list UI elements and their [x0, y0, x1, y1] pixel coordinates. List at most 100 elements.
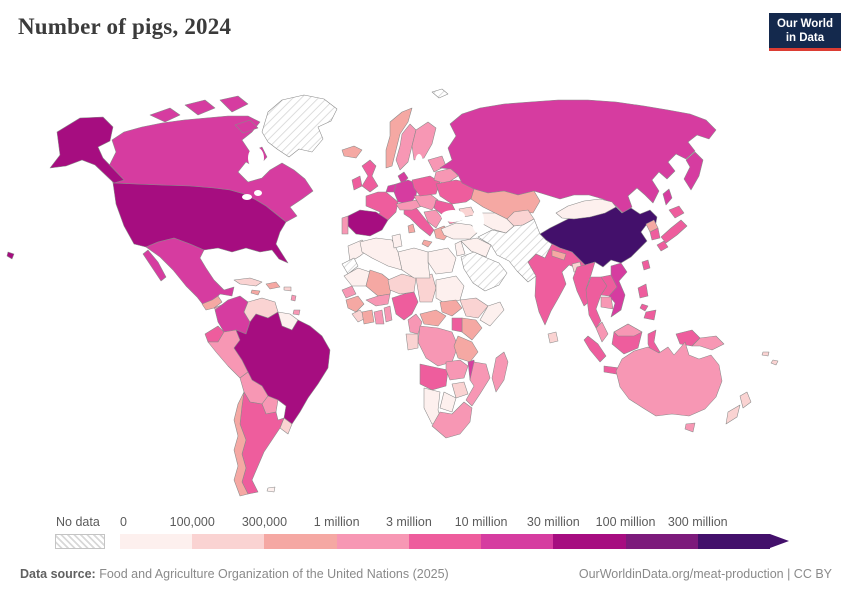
- country-central-african-republic[interactable]: [419, 309, 447, 327]
- legend-bin-b1[interactable]: [120, 534, 193, 549]
- country-nigeria[interactable]: [391, 291, 419, 321]
- country-brazil[interactable]: [233, 311, 331, 425]
- country-tunisia[interactable]: [391, 233, 403, 249]
- country-japan-honshu[interactable]: [660, 219, 688, 244]
- owid-logo[interactable]: Our World in Data: [768, 13, 841, 51]
- country-nepal[interactable]: [551, 249, 567, 261]
- country-canada-arctic-2[interactable]: [184, 99, 216, 116]
- country-congo-gabon[interactable]: [405, 333, 419, 351]
- country-egypt[interactable]: [427, 247, 457, 275]
- country-usa-alaska[interactable]: [49, 116, 125, 184]
- country-usa-hawaii[interactable]: [6, 251, 15, 260]
- country-guatemala[interactable]: [201, 295, 223, 311]
- country-ivory-coast[interactable]: [361, 309, 375, 325]
- country-pacific-island-1[interactable]: [761, 351, 770, 357]
- country-israel-jordan[interactable]: [454, 240, 466, 257]
- country-drc[interactable]: [417, 325, 459, 367]
- country-vietnam[interactable]: [608, 262, 628, 318]
- country-germany[interactable]: [393, 179, 419, 205]
- country-balkans[interactable]: [423, 209, 443, 229]
- country-greenland[interactable]: [261, 94, 338, 158]
- country-benelux[interactable]: [385, 183, 397, 193]
- country-sudan[interactable]: [435, 275, 465, 305]
- country-malaysia-peninsula[interactable]: [595, 321, 609, 343]
- country-botswana[interactable]: [439, 391, 457, 413]
- country-baltics[interactable]: [427, 155, 447, 173]
- country-puerto-rico[interactable]: [283, 286, 292, 292]
- country-sweden[interactable]: [395, 123, 417, 171]
- country-burkina-faso[interactable]: [365, 293, 391, 307]
- country-south-africa[interactable]: [431, 401, 473, 439]
- country-iceland[interactable]: [341, 145, 363, 159]
- country-hispaniola[interactable]: [265, 281, 281, 290]
- country-philippines-visayas[interactable]: [639, 303, 649, 312]
- world-choropleth-map[interactable]: [0, 58, 850, 504]
- country-pacific-island-2[interactable]: [770, 359, 779, 366]
- country-poland[interactable]: [411, 175, 441, 197]
- legend-bin-b8[interactable]: [625, 534, 698, 549]
- footer-link[interactable]: OurWorldinData.org/meat-production | CC …: [578, 567, 832, 581]
- legend-bin-b3[interactable]: [264, 534, 337, 549]
- legend-no-data-swatch[interactable]: [55, 534, 105, 549]
- country-chad[interactable]: [415, 273, 437, 303]
- country-japan-kyushu[interactable]: [656, 240, 669, 252]
- country-indonesia-sulawesi[interactable]: [647, 329, 661, 355]
- country-uk[interactable]: [361, 159, 379, 193]
- country-new-zealand-south[interactable]: [725, 404, 741, 425]
- country-senegal[interactable]: [341, 285, 357, 299]
- country-jamaica[interactable]: [250, 289, 261, 296]
- country-norway[interactable]: [385, 107, 413, 169]
- legend-bin-b6[interactable]: [481, 534, 554, 549]
- country-australia[interactable]: [615, 341, 723, 417]
- country-togo-benin[interactable]: [383, 305, 393, 323]
- country-mexico-baja[interactable]: [142, 249, 167, 282]
- country-cambodia[interactable]: [600, 296, 614, 310]
- legend-bin-b2[interactable]: [192, 534, 265, 549]
- country-papua-new-guinea[interactable]: [691, 335, 725, 351]
- country-falkland[interactable]: [266, 486, 276, 493]
- country-ethiopia[interactable]: [459, 297, 489, 319]
- country-sardinia[interactable]: [407, 223, 416, 234]
- country-south-sudan[interactable]: [439, 299, 463, 317]
- country-kenya[interactable]: [461, 317, 483, 341]
- legend-bar[interactable]: [120, 534, 789, 549]
- country-zimbabwe[interactable]: [451, 381, 469, 399]
- country-indonesia-sumatra[interactable]: [583, 335, 607, 363]
- country-philippines-mindanao[interactable]: [643, 309, 657, 321]
- country-switzerland-austria[interactable]: [395, 199, 423, 211]
- country-canada-arctic-1[interactable]: [149, 107, 181, 123]
- country-mozambique[interactable]: [465, 361, 491, 407]
- country-svalbard[interactable]: [431, 88, 449, 99]
- country-guinea[interactable]: [345, 295, 365, 313]
- legend-bin-b7[interactable]: [553, 534, 626, 549]
- country-syria-iraq[interactable]: [460, 237, 492, 258]
- country-canada-arctic-4[interactable]: [234, 119, 259, 134]
- country-philippines-luzon[interactable]: [637, 283, 649, 299]
- country-uganda[interactable]: [451, 317, 463, 333]
- country-niger[interactable]: [387, 273, 417, 295]
- country-japan-hokkaido[interactable]: [668, 205, 685, 219]
- country-taiwan[interactable]: [641, 259, 651, 271]
- country-ghana[interactable]: [373, 309, 385, 325]
- country-finland[interactable]: [411, 121, 437, 161]
- country-somalia[interactable]: [479, 301, 505, 327]
- legend-bin-b5[interactable]: [408, 534, 482, 549]
- country-russia-sakhalin[interactable]: [662, 188, 673, 206]
- country-sri-lanka[interactable]: [547, 331, 559, 344]
- country-france[interactable]: [365, 191, 399, 223]
- country-western-sahara[interactable]: [341, 257, 359, 275]
- country-madagascar[interactable]: [491, 351, 509, 393]
- country-mexico[interactable]: [145, 237, 235, 307]
- country-tanzania[interactable]: [453, 335, 479, 363]
- country-trinidad[interactable]: [292, 309, 301, 316]
- country-canada-arctic-3[interactable]: [219, 95, 249, 113]
- country-new-zealand-north[interactable]: [739, 391, 752, 409]
- legend-bin-b4[interactable]: [336, 534, 409, 549]
- country-cuba[interactable]: [233, 277, 263, 287]
- country-libya[interactable]: [397, 247, 431, 279]
- legend-bin-b9[interactable]: [697, 534, 770, 549]
- country-russia[interactable]: [439, 99, 717, 214]
- country-south-korea[interactable]: [649, 227, 661, 241]
- country-malaysia-borneo[interactable]: [613, 323, 643, 337]
- country-angola[interactable]: [419, 363, 449, 391]
